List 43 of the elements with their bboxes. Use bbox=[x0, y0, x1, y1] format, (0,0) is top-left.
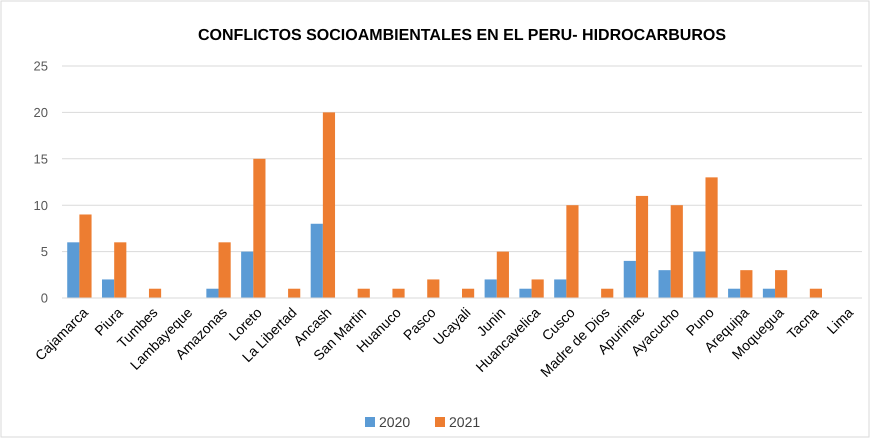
bar bbox=[218, 242, 231, 298]
bar bbox=[206, 288, 219, 298]
bar bbox=[241, 252, 254, 298]
bar bbox=[253, 158, 266, 298]
bar bbox=[601, 288, 614, 298]
bar bbox=[740, 270, 752, 298]
legend-label: 2021 bbox=[449, 414, 480, 430]
chart-title: CONFLICTOS SOCIOAMBIENTALES EN EL PERU- HIDROCARBUROS bbox=[198, 27, 726, 44]
y-tick-label: 15 bbox=[34, 151, 48, 166]
bar bbox=[693, 252, 706, 298]
y-tick-label: 25 bbox=[34, 58, 48, 74]
bar bbox=[310, 224, 323, 298]
bar bbox=[322, 112, 336, 298]
bar bbox=[496, 252, 509, 298]
bar bbox=[67, 242, 80, 298]
bar bbox=[670, 205, 683, 298]
bar bbox=[358, 288, 370, 298]
legend-label: 2020 bbox=[379, 414, 410, 430]
bar bbox=[728, 288, 740, 298]
bar bbox=[79, 214, 92, 298]
bar bbox=[636, 196, 648, 298]
bar bbox=[427, 279, 440, 298]
bar bbox=[114, 242, 126, 298]
bar bbox=[519, 288, 532, 298]
y-tick-label: 20 bbox=[34, 104, 48, 120]
y-tick-label: 5 bbox=[40, 244, 48, 260]
bar bbox=[624, 260, 636, 298]
y-tick-label: 0 bbox=[40, 290, 48, 306]
bar bbox=[810, 288, 822, 298]
bar bbox=[484, 279, 497, 298]
bar bbox=[658, 270, 671, 298]
bar bbox=[102, 279, 114, 298]
bar bbox=[762, 288, 776, 298]
bar bbox=[566, 205, 579, 298]
bar bbox=[532, 279, 544, 298]
bar bbox=[392, 288, 405, 298]
bar bbox=[148, 288, 162, 298]
bar bbox=[775, 270, 788, 298]
bar bbox=[705, 177, 718, 298]
y-tick-label: 10 bbox=[34, 198, 48, 213]
bar bbox=[288, 288, 300, 298]
bar bbox=[462, 288, 474, 298]
bar bbox=[554, 279, 566, 298]
